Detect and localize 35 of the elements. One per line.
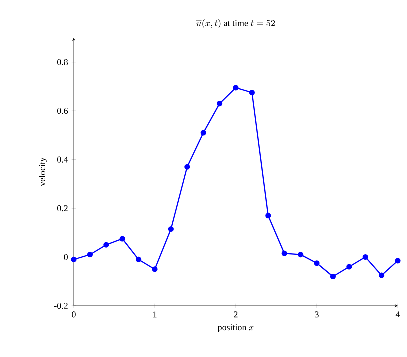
y-tick-label: 0.2: [57, 205, 68, 212]
y-tick-label: 0.4: [57, 156, 68, 163]
y-axis-title: velocity: [39, 158, 48, 186]
point: [120, 236, 126, 242]
x-tick-label: 2: [234, 312, 238, 318]
x-tick-label: 4: [396, 312, 400, 318]
point: [330, 274, 336, 280]
point: [298, 252, 304, 258]
x-tick-label: 1: [154, 312, 157, 318]
point: [71, 256, 77, 262]
point: [168, 226, 174, 232]
point: [395, 258, 401, 264]
point: [282, 250, 288, 256]
x-tick-label: 0: [72, 312, 76, 318]
y-tick-label: -0.2: [54, 302, 68, 310]
point: [184, 164, 190, 170]
point: [233, 85, 239, 91]
point: [379, 272, 385, 278]
y-tick-label: 0: [64, 254, 68, 260]
x-axis-title: $\mbox{position }x$: [218, 324, 254, 332]
point: [266, 213, 272, 219]
x-tick-label: 3: [315, 312, 319, 318]
point: [152, 266, 158, 272]
y-tick-label: 0.8: [57, 59, 68, 66]
point: [362, 254, 368, 260]
point: [200, 130, 206, 136]
point: [346, 264, 352, 270]
chart-title: $\overline{u}(x,t)\mbox{ at time }t=52$: [196, 20, 276, 28]
y-tick-label: 0.6: [57, 108, 68, 114]
point: [249, 90, 255, 96]
point: [104, 242, 110, 248]
point: [87, 252, 93, 258]
point: [314, 260, 320, 266]
point: [217, 100, 223, 107]
point: [136, 256, 142, 262]
